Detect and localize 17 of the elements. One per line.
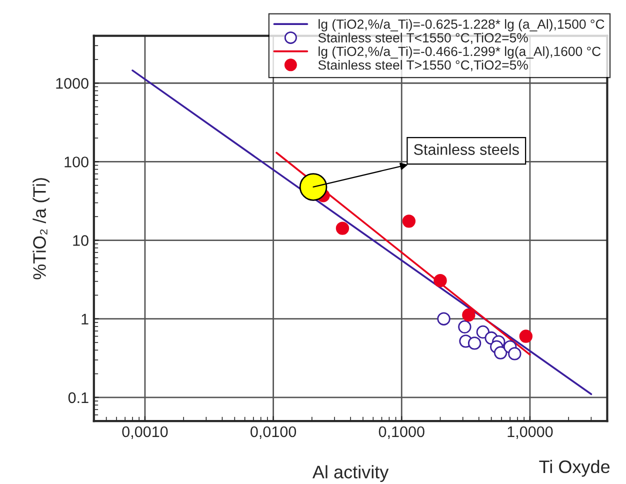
x-tick-label: 0,1000 — [378, 426, 424, 439]
legend-label: Stainless steel T<1550 °C,TiO2=5% — [318, 32, 528, 44]
legend-label: lg (TiO2,%/a_Ti)=-0.625-1.228* lg (a_Al),1500 °C — [318, 19, 604, 32]
y-tick-label: 1 — [82, 314, 88, 324]
y-tick-label: 100 — [64, 156, 88, 168]
x-tick-label: 0,0010 — [122, 426, 168, 439]
x-tick-label: 1,0000 — [508, 426, 553, 439]
text: Ti Oxyde — [539, 460, 610, 477]
y-axis-title: %TiO₂ /a (Ti) — [32, 178, 50, 280]
y-tick-label: 10 — [73, 235, 88, 246]
y-tick-label: 0.1 — [68, 392, 88, 404]
y-tick-label: 1000 — [56, 78, 88, 89]
annotation: Stainless steels — [414, 144, 519, 155]
x-tick-label: 0,0100 — [250, 426, 296, 439]
x-axis-title: Al activity — [312, 465, 389, 482]
legend-label: lg (TiO2,%/a_Ti)=-0.466-1.299* lg(a_Al),1600 °C — [318, 46, 601, 59]
legend-label: Stainless steel T>1550 °C,TiO2=5% — [318, 60, 528, 72]
